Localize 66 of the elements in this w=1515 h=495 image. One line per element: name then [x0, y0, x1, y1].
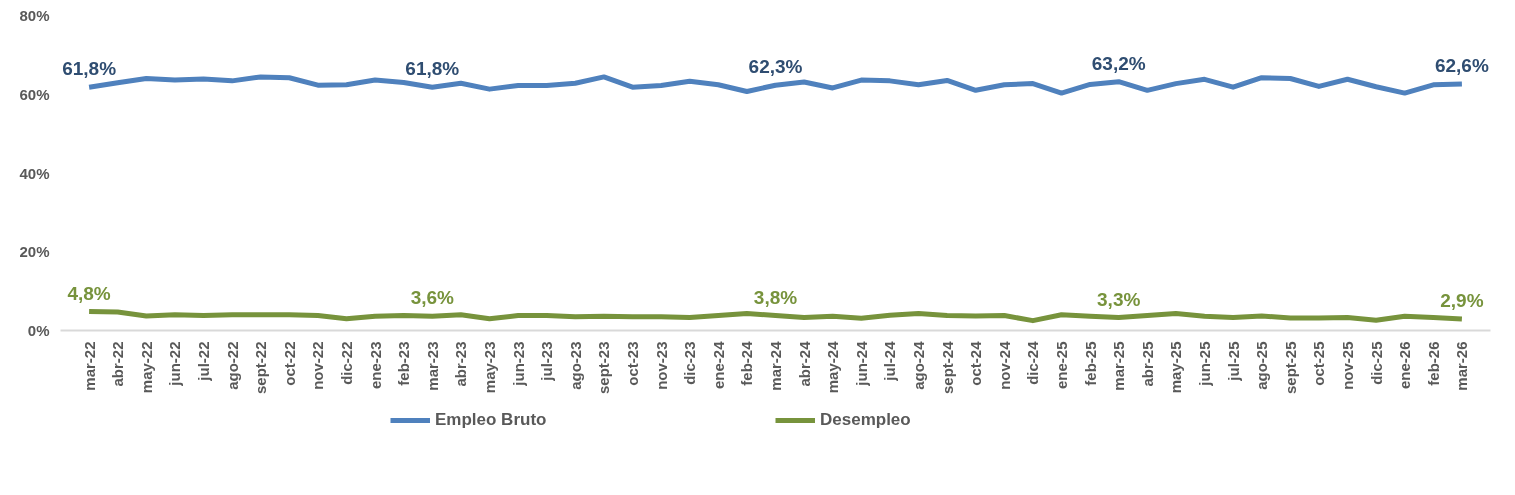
- x-tick-label: jun-22: [166, 341, 184, 387]
- x-tick-label: dic-22: [338, 341, 355, 385]
- x-tick-label: mar-26: [1453, 341, 1471, 391]
- x-tick-label: ene-24: [709, 340, 727, 390]
- x-tick-label: feb-25: [1081, 341, 1099, 386]
- x-tick-label: feb-24: [738, 340, 756, 386]
- x-tick-label: may-22: [137, 341, 155, 394]
- y-tick-label: 80%: [19, 7, 50, 24]
- x-tick-label: abr-23: [452, 341, 470, 387]
- data-label: 2,9%: [1440, 290, 1484, 312]
- x-tick-label: nov-22: [309, 341, 327, 390]
- x-tick-label: feb-26: [1424, 341, 1442, 386]
- x-tick-label: may-24: [824, 340, 842, 394]
- x-tick-label: oct-22: [280, 341, 298, 386]
- x-tick-label: jun-24: [852, 340, 870, 387]
- x-tick-label: ago-22: [223, 341, 241, 390]
- x-tick-label: dic-24: [1024, 340, 1042, 385]
- data-label: 62,6%: [1434, 55, 1489, 77]
- x-tick-label: may-25: [1167, 341, 1185, 394]
- x-tick-label: abr-22: [109, 341, 127, 387]
- x-tick-label: dic-23: [681, 341, 699, 385]
- data-label: 61,8%: [405, 58, 460, 80]
- data-label: 62,3%: [748, 56, 803, 78]
- x-tick-label: nov-24: [995, 340, 1013, 390]
- y-tick-label: 0%: [27, 322, 50, 339]
- x-tick-label: jul-25: [1224, 341, 1242, 382]
- x-tick-label: nov-23: [652, 341, 670, 390]
- x-tick-label: jul-22: [195, 341, 212, 382]
- x-tick-label: sept-24: [938, 340, 956, 395]
- x-tick-label: oct-25: [1310, 341, 1328, 386]
- x-tick-label: oct-24: [967, 340, 985, 386]
- x-tick-label: ene-23: [366, 341, 384, 390]
- data-label: 63,2%: [1091, 52, 1146, 74]
- x-tick-label: abr-24: [795, 340, 813, 387]
- x-tick-label: jul-23: [538, 341, 556, 382]
- x-tick-label: nov-25: [1339, 341, 1356, 390]
- x-tick-label: mar-24: [767, 340, 784, 391]
- x-tick-label: ago-23: [566, 341, 584, 390]
- data-label: 3,8%: [753, 286, 798, 308]
- x-tick-label: may-23: [481, 341, 498, 394]
- x-tick-label: dic-25: [1367, 341, 1385, 385]
- legend-label: Empleo Bruto: [435, 409, 548, 430]
- x-tick-label: ago-24: [910, 340, 927, 390]
- x-tick-label: abr-25: [1138, 341, 1156, 387]
- x-tick-label: mar-22: [80, 341, 98, 391]
- data-label: 3,3%: [1097, 288, 1141, 310]
- x-tick-label: jul-24: [881, 340, 899, 382]
- legend-label: Desempleo: [820, 409, 912, 430]
- x-tick-label: ene-25: [1053, 341, 1070, 390]
- x-tick-label: mar-23: [423, 341, 441, 391]
- data-label: 3,6%: [410, 287, 455, 309]
- y-tick-label: 40%: [19, 164, 50, 182]
- x-tick-label: sept-22: [252, 341, 270, 395]
- x-tick-label: sept-25: [1281, 341, 1299, 395]
- x-tick-label: jun-23: [509, 341, 527, 387]
- y-tick-label: 60%: [19, 85, 50, 103]
- x-tick-label: ene-26: [1396, 341, 1414, 390]
- x-tick-label: jun-25: [1196, 341, 1213, 387]
- data-label: 4,8%: [67, 282, 111, 304]
- x-tick-label: feb-23: [395, 341, 413, 386]
- x-tick-label: sept-23: [595, 341, 613, 395]
- x-tick-label: ago-25: [1253, 341, 1271, 390]
- y-tick-label: 20%: [19, 243, 50, 261]
- data-label: 61,8%: [62, 58, 117, 80]
- x-tick-label: mar-25: [1110, 341, 1128, 391]
- x-tick-label: oct-23: [624, 341, 641, 386]
